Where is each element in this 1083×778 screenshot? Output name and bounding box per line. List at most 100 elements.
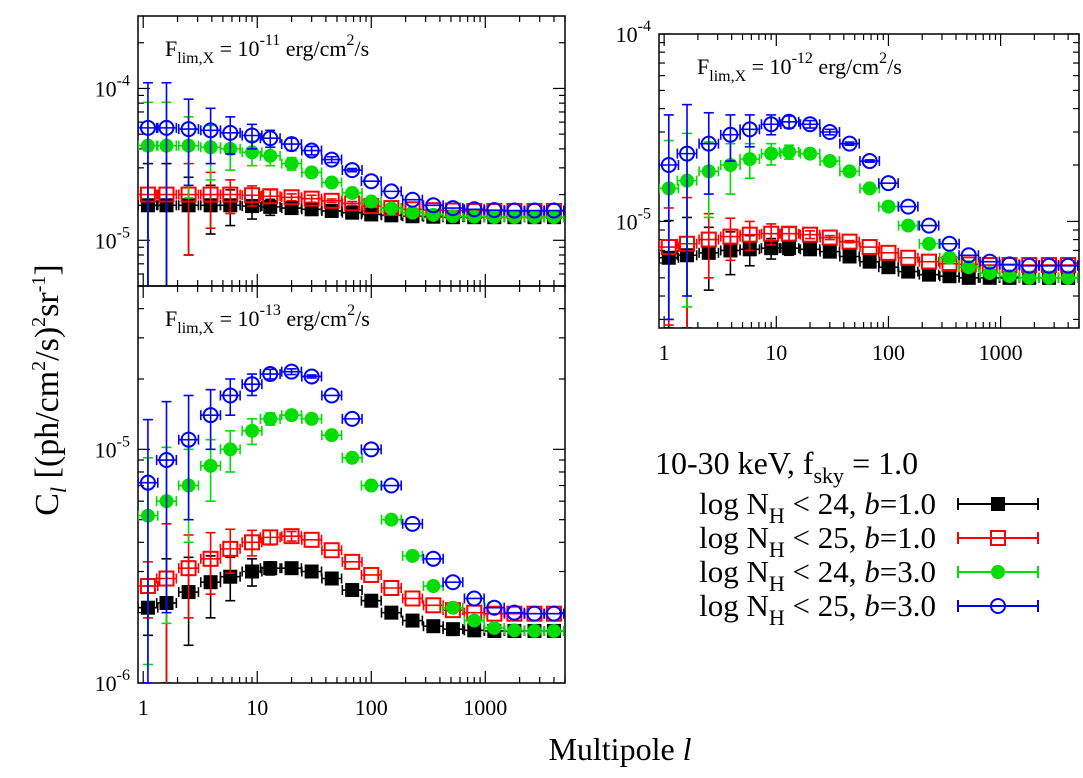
data-point: [363, 566, 380, 583]
x-tick-label: 1: [659, 340, 670, 365]
data-point: [345, 583, 360, 598]
panel-frame: [658, 33, 1080, 329]
data-point: [344, 410, 361, 427]
data-point: [283, 528, 300, 545]
data-point: [467, 623, 482, 638]
data-point: [822, 244, 837, 259]
data-point: [364, 207, 379, 222]
panel-3: 10-5 10-6 1 10 100 1000 Flim,X = 10-13 erg/cm2…: [95, 285, 566, 720]
legend-label: log NH < 24, b=3.0: [699, 554, 936, 596]
data-point: [722, 126, 739, 143]
data-point: [425, 197, 442, 214]
data-point: [222, 387, 239, 404]
data-point: [545, 202, 562, 219]
data-point: [284, 408, 299, 423]
data-point: [244, 127, 261, 144]
data-point: [364, 194, 379, 209]
data-point: [841, 233, 858, 250]
data-point: [942, 250, 957, 265]
panel-title: Flim,X = 10-11 erg/cm2/s: [165, 32, 369, 67]
data-point: [425, 550, 442, 567]
data-point: [180, 431, 197, 448]
data-point: [1060, 257, 1077, 274]
data-point: [467, 613, 482, 628]
x-tick-label: 1: [138, 695, 149, 720]
data-point: [222, 124, 239, 141]
data-point: [425, 597, 442, 614]
legend-marker: [990, 530, 1006, 546]
x-tick-label: 1000: [463, 695, 507, 720]
data-point: [139, 474, 156, 491]
x-tick-label: 10: [246, 695, 268, 720]
data-point: [323, 151, 340, 168]
data-point: [244, 534, 261, 551]
data-point: [345, 185, 360, 200]
data-point: [263, 411, 278, 426]
data-point: [861, 153, 878, 170]
y-tick-label: 10-5: [95, 224, 130, 253]
legend-marker: [991, 565, 1005, 579]
data-point: [881, 260, 896, 275]
data-point: [383, 477, 400, 494]
data-point: [679, 145, 696, 162]
data-point: [245, 423, 260, 438]
legend-marker: [991, 497, 1005, 511]
data-point: [901, 264, 916, 279]
data-point: [763, 116, 780, 133]
data-point: [384, 512, 399, 527]
data-point: [546, 623, 561, 638]
legend: 10-30 keV, fsky = 1.0 log NH < 24, b=1.0…: [655, 445, 1039, 630]
data-point: [841, 135, 858, 152]
legend-title: 10-30 keV, fsky = 1.0: [655, 445, 918, 488]
data-point: [445, 209, 460, 224]
x-axis-label: Multipole l: [548, 731, 691, 767]
data-point: [445, 622, 460, 637]
data-point: [842, 164, 857, 179]
data-point: [202, 407, 219, 424]
data-point: [900, 198, 917, 215]
data-point: [741, 226, 758, 243]
data-point: [781, 225, 798, 242]
data-point: [244, 376, 261, 393]
data-point: [180, 560, 197, 577]
legend-label: log NH < 24, b=1.0: [699, 486, 936, 528]
data-point: [384, 605, 399, 620]
panel-title: Flim,X = 10-12 erg/cm2/s: [697, 50, 902, 85]
data-point: [880, 244, 897, 261]
data-point: [982, 266, 997, 281]
data-point: [324, 175, 339, 190]
data-point: [363, 173, 380, 190]
data-point: [862, 181, 877, 196]
data-point: [223, 442, 238, 457]
data-point: [405, 205, 420, 220]
data-point: [527, 623, 542, 638]
data-point: [821, 229, 838, 246]
data-point: [203, 458, 218, 473]
data-point: [303, 531, 320, 548]
data-point: [526, 605, 543, 622]
data-point: [263, 148, 278, 163]
legend-label: log NH < 25, b=3.0: [699, 588, 936, 630]
data-point: [742, 152, 757, 167]
data-point: [304, 202, 319, 217]
data-point: [1002, 269, 1017, 284]
y-tick-label: 10-5: [95, 433, 130, 462]
data-point: [364, 593, 379, 608]
data-point: [960, 247, 977, 264]
x-tick-label: 1000: [979, 340, 1023, 365]
data-point: [404, 590, 421, 607]
legend-marker: [990, 598, 1006, 614]
data-point: [722, 228, 739, 245]
data-point: [244, 187, 261, 204]
data-point: [660, 157, 677, 174]
data-point: [404, 191, 421, 208]
data-point: [466, 590, 483, 607]
data-point: [782, 144, 797, 159]
data-point: [202, 186, 219, 203]
x-tick-label: 100: [872, 340, 905, 365]
data-point: [507, 623, 522, 638]
data-point: [304, 411, 319, 426]
data-point: [763, 225, 780, 242]
data-point: [506, 202, 523, 219]
